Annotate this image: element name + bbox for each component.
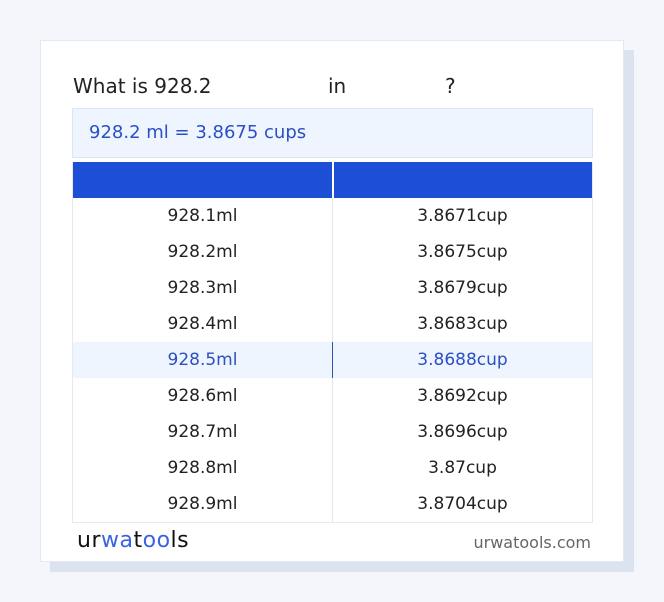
- cell-cup: 3.8675cup: [417, 242, 508, 262]
- urwatools-logo[interactable]: urwatools: [77, 528, 190, 553]
- table-row: 928.6ml 3.8692cup: [73, 378, 592, 414]
- result-box: 928.2 ml = 3.8675 cups: [72, 108, 593, 158]
- cell-cup: 3.8704cup: [417, 494, 508, 514]
- cell-cup: 3.8692cup: [417, 386, 508, 406]
- title-suffix: ?: [445, 74, 456, 98]
- cell-ml: 928.6ml: [73, 378, 333, 414]
- page-title: What is 928.2 in ?: [73, 74, 456, 194]
- table-row: 928.9ml 3.8704cup: [73, 486, 592, 522]
- cell-ml: 928.3ml: [73, 270, 333, 306]
- header-cup: [334, 162, 593, 198]
- title-prefix: What is 928.2: [73, 74, 212, 98]
- conversion-table: 928.1ml 3.8671cup 928.2ml 3.8675cup 928.3ml 3…: [72, 162, 593, 523]
- cell-ml: 928.5ml: [73, 342, 333, 378]
- cell-cup: 3.8696cup: [417, 422, 508, 442]
- table-row: 928.4ml 3.8683cup: [73, 306, 592, 342]
- cell-cup: 3.87cup: [428, 458, 497, 478]
- cell-cup: 3.8679cup: [417, 278, 508, 298]
- cell-cup: 3.8671cup: [417, 206, 508, 226]
- cell-ml: 928.1ml: [73, 198, 333, 234]
- cell-ml: 928.2ml: [73, 234, 333, 270]
- cell-ml: 928.9ml: [73, 486, 333, 522]
- table-row: 928.3ml 3.8679cup: [73, 270, 592, 306]
- cell-ml: 928.4ml: [73, 306, 333, 342]
- cell-ml: 928.8ml: [73, 450, 333, 486]
- title-in: in: [328, 74, 347, 98]
- table-row: 928.7ml 3.8696cup: [73, 414, 592, 450]
- header-ml: [73, 162, 334, 198]
- converter-card: What is 928.2 in ? 928.2 ml = 3.8675 cup…: [40, 40, 624, 562]
- cell-ml: 928.7ml: [73, 414, 333, 450]
- cell-cup: 3.8688cup: [417, 350, 508, 370]
- site-link[interactable]: urwatools.com: [473, 533, 592, 552]
- table-row: 928.8ml 3.87cup: [73, 450, 592, 486]
- table-row: 928.2ml 3.8675cup: [73, 234, 592, 270]
- table-header: [73, 162, 592, 198]
- cell-cup: 3.8683cup: [417, 314, 508, 334]
- table-row: 928.1ml 3.8671cup: [73, 198, 592, 234]
- table-row: 928.5ml 3.8688cup: [73, 342, 592, 378]
